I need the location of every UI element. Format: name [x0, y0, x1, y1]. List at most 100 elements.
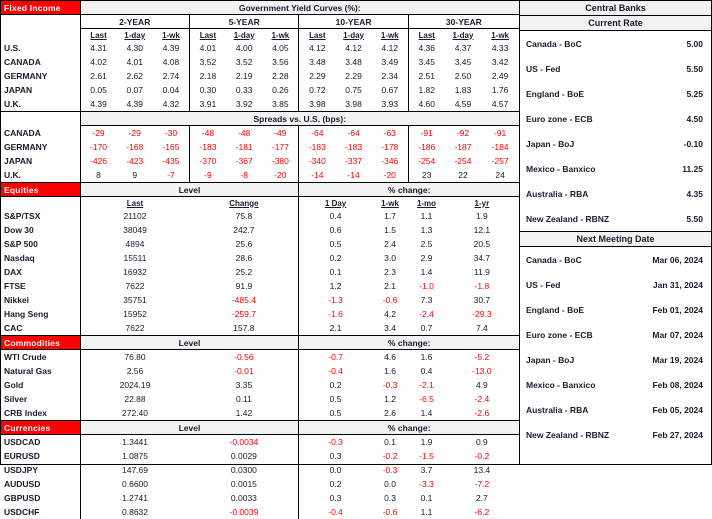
section-title-fixed-income: Fixed Income — [1, 1, 80, 15]
subhead-10y-1wk: 1-wk — [372, 29, 408, 42]
spread-cell: -29 — [117, 126, 153, 141]
yield-cell: 2.61 — [80, 69, 116, 83]
central-bank-name: New Zealand - RBNZ — [526, 430, 651, 440]
commodities-change-cell: -0.01 — [189, 364, 298, 378]
equities-change-cell: 75.8 — [189, 209, 298, 223]
yield-cell: 2.51 — [408, 69, 444, 83]
markets-table: Fixed Income Government Yield Curves (%)… — [1, 1, 519, 519]
equities-pct-cell: -29.3 — [445, 307, 519, 321]
equities-pct-cell: 30.7 — [445, 293, 519, 307]
yield-cell: 4.59 — [445, 97, 481, 112]
spread-cell: -340 — [299, 154, 335, 168]
eq-col-1wk: 1-wk — [372, 197, 408, 210]
subhead-2y-1day: 1-day — [117, 29, 153, 42]
currencies-pct-cell: 0.1 — [372, 435, 408, 450]
equities-change-cell: 242.7 — [189, 223, 298, 237]
yield-cell: 0.30 — [189, 83, 225, 97]
yield-cell: 4.08 — [153, 55, 189, 69]
central-bank-value: -0.10 — [651, 139, 703, 149]
equities-pct-cell: 4.2 — [372, 307, 408, 321]
yield-cell: 0.05 — [80, 83, 116, 97]
equities-pct-cell: 1.5 — [372, 223, 408, 237]
equities-pct-cell: -2.4 — [408, 307, 444, 321]
equities-change-cell: -259.7 — [189, 307, 298, 321]
yield-cell: 4.32 — [153, 97, 189, 112]
section-title-commodities: Commodities — [1, 336, 80, 350]
yield-cell: 4.02 — [80, 55, 116, 69]
equities-pct-cell: 0.4 — [299, 209, 372, 223]
subhead-row-spacer — [1, 29, 80, 42]
subhead-30y-1day: 1-day — [445, 29, 481, 42]
commodities-pct-cell: 4.6 — [372, 350, 408, 365]
yield-cell: 0.75 — [335, 83, 371, 97]
currencies-pct-cell: 0.0 — [299, 463, 372, 477]
currencies-header-row: Currencies Level % change: — [1, 421, 519, 435]
table-row: GERMANY-170-168-165-183-181-177-183-183-… — [1, 140, 519, 154]
currencies-change-cell: 0.0029 — [189, 449, 298, 463]
currencies-row-label: AUDUSD — [1, 477, 80, 491]
central-bank-name: Mexico - Banxico — [526, 380, 651, 390]
yield-cell: 4.00 — [226, 41, 262, 55]
yield-cell: 4.37 — [445, 41, 481, 55]
tenor-2-year: 2-YEAR — [80, 15, 189, 29]
commodities-pct-cell: 1.6 — [408, 350, 444, 365]
central-bank-name: England - BoE — [526, 89, 651, 99]
yield-cell: 3.98 — [299, 97, 335, 112]
spread-row-label: JAPAN — [1, 154, 80, 168]
yield-cell: 0.72 — [299, 83, 335, 97]
equities-pct-cell: 1.9 — [445, 209, 519, 223]
spreads-banner-row: Spreads vs. U.S. (bps): — [1, 112, 519, 126]
spread-cell: 24 — [481, 168, 519, 183]
yield-cell: 4.39 — [117, 97, 153, 112]
equities-pct-cell: 0.2 — [299, 251, 372, 265]
equities-pct-cell: 20.5 — [445, 237, 519, 251]
spread-cell: -184 — [481, 140, 519, 154]
yield-cell: 3.45 — [408, 55, 444, 69]
yield-cell: 3.42 — [481, 55, 519, 69]
commodities-row-label: Silver — [1, 392, 80, 406]
central-bank-name: Euro zone - ECB — [526, 330, 651, 340]
spread-cell: -91 — [481, 126, 519, 141]
spread-cell: -435 — [153, 154, 189, 168]
central-bank-value: Feb 27, 2024 — [651, 430, 703, 440]
spread-row-label: CANADA — [1, 126, 80, 141]
equities-pct-cell: 2.4 — [372, 237, 408, 251]
currencies-row-label: USDCHF — [1, 505, 80, 519]
equities-change-cell: 91.9 — [189, 279, 298, 293]
central-bank-value: 4.35 — [651, 189, 703, 199]
subhead-30y-last: Last — [408, 29, 444, 42]
currencies-last-cell: 1.2741 — [80, 491, 189, 505]
currencies-pct-label: % change: — [299, 421, 519, 435]
commodities-last-cell: 22.88 — [80, 392, 189, 406]
subhead-10y-last: Last — [299, 29, 335, 42]
fixed-income-header-row: Fixed Income Government Yield Curves (%)… — [1, 1, 519, 15]
equities-pct-cell: -1.8 — [445, 279, 519, 293]
spread-cell: -367 — [226, 154, 262, 168]
yield-cell: 2.29 — [335, 69, 371, 83]
currencies-last-cell: 0.8632 — [80, 505, 189, 519]
commodities-pct-cell: -2.6 — [445, 406, 519, 421]
commodities-pct-cell: -0.4 — [299, 364, 372, 378]
central-bank-name: Australia - RBA — [526, 189, 651, 199]
equities-pct-cell: 0.5 — [299, 237, 372, 251]
equities-level-label: Level — [80, 183, 299, 197]
currencies-pct-cell: 0.3 — [299, 491, 372, 505]
equities-pct-cell: -1.0 — [408, 279, 444, 293]
equities-row-label: Nasdaq — [1, 251, 80, 265]
currencies-row-label: EURUSD — [1, 449, 80, 463]
